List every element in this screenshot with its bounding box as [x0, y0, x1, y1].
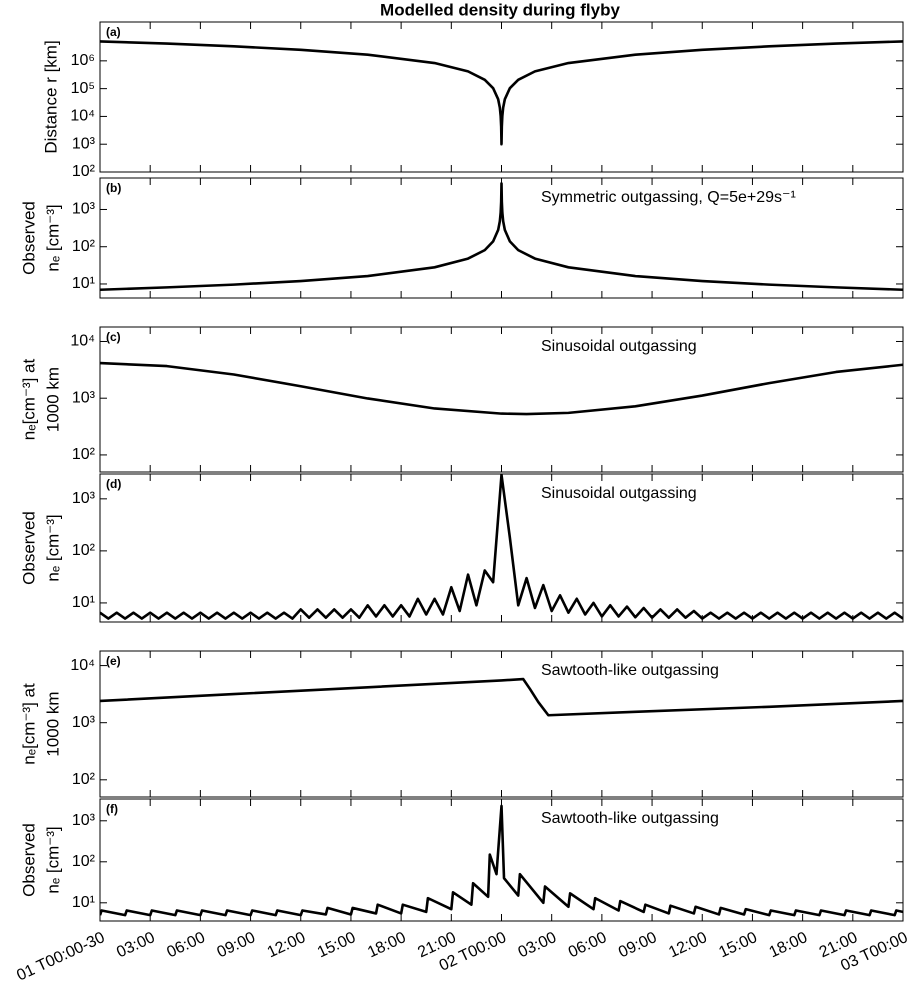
y-tick-label: 10³ [72, 812, 96, 829]
x-tick-label: 15:00 [716, 929, 760, 961]
panel: 10¹ 10² 10³ Observed nₑ [cm⁻³] (d) Sinusoidal … [19, 473, 904, 623]
panel-label: (d) [106, 477, 121, 491]
x-tick-label: 18:00 [365, 929, 409, 961]
x-tick-label: 15:00 [315, 929, 359, 961]
x-tick-label: 09:00 [616, 929, 660, 961]
panel: 10² 10³ 10⁴ 10⁵ 10⁶ Distance r [km] (a) [41, 21, 904, 180]
x-tick-label: 12:00 [265, 929, 309, 961]
panel-label: (f) [106, 802, 118, 816]
y-axis-label: Observed [19, 201, 38, 275]
x-tick-label: 12:00 [666, 929, 710, 961]
annotation: Sinusoidal outgassing [541, 485, 697, 502]
y-tick-label: 10³ [72, 389, 96, 406]
y-axis-label: 1000 km [43, 367, 62, 432]
figure-title: Modelled density during flyby [380, 0, 620, 19]
annotation: Sinusoidal outgassing [541, 338, 697, 355]
y-tick-label: 10² [72, 446, 96, 463]
y-tick-label: 10⁴ [70, 333, 95, 350]
y-axis-label: nₑ [cm⁻³] [43, 826, 62, 893]
y-tick-label: 10⁶ [71, 52, 95, 69]
x-tick-label: 01 T00:00-30 [14, 929, 107, 985]
panel-label: (c) [106, 330, 121, 344]
panel: 10¹ 10² 10³ Observed nₑ [cm⁻³] (b) Symmetric o… [19, 177, 904, 299]
y-axis-label: Observed [19, 511, 38, 585]
y-axis-label: Distance r [km] [41, 40, 60, 153]
x-tick-label: 09:00 [215, 929, 259, 961]
panel-label: (a) [106, 25, 121, 39]
x-tick-label: 06:00 [164, 929, 208, 961]
y-tick-label: 10³ [72, 135, 96, 152]
y-tick-label: 10¹ [72, 594, 95, 611]
y-axis-label: nₑ [cm⁻³] [43, 204, 62, 271]
data-line [100, 804, 903, 917]
y-tick-label: 10¹ [72, 894, 95, 911]
plot-frame [99, 326, 904, 473]
y-axis-label: 1000 km [43, 691, 62, 756]
y-tick-label: 10² [72, 853, 96, 870]
data-line [100, 40, 903, 146]
y-tick-label: 10³ [72, 490, 96, 507]
data-line [100, 474, 903, 620]
annotation: Sawtooth-like outgassing [541, 662, 719, 679]
panel: 10² 10³ 10⁴ nₑ[cm⁻³] at 1000 km (e) Sawtooth-l… [19, 650, 904, 798]
y-axis-label: Observed [19, 823, 38, 897]
y-tick-label: 10⁴ [70, 108, 95, 125]
y-tick-label: 10² [72, 771, 96, 788]
y-tick-label: 10⁵ [71, 80, 95, 97]
y-tick-label: 10³ [72, 201, 96, 218]
y-tick-label: 10² [72, 163, 96, 180]
y-tick-label: 10² [72, 238, 96, 255]
panel-label: (b) [106, 181, 121, 195]
plot-frame [99, 473, 904, 623]
y-axis-label: nₑ[cm⁻³] at [19, 359, 38, 441]
y-tick-label: 10¹ [72, 275, 95, 292]
y-axis-label: nₑ[cm⁻³] at [19, 683, 38, 765]
data-line [100, 677, 903, 717]
y-tick-label: 10³ [72, 714, 96, 731]
annotation: Symmetric outgassing, Q=5e+29s⁻¹ [541, 189, 796, 206]
panel: 10² 10³ 10⁴ nₑ[cm⁻³] at 1000 km (c) Sinusoidal… [19, 326, 904, 473]
y-tick-label: 10⁴ [70, 657, 95, 674]
y-axis-label: nₑ [cm⁻³] [43, 514, 62, 581]
data-line [100, 182, 903, 292]
annotation: Sawtooth-like outgassing [541, 810, 719, 827]
data-line [100, 361, 903, 416]
y-tick-label: 10² [72, 542, 96, 559]
x-tick-label: 06:00 [566, 929, 610, 961]
panel-label: (e) [106, 654, 121, 668]
x-tick-label: 03:00 [114, 929, 158, 961]
plot-frame [99, 650, 904, 798]
x-tick-label: 18:00 [767, 929, 811, 961]
x-tick-label: 03:00 [516, 929, 560, 961]
